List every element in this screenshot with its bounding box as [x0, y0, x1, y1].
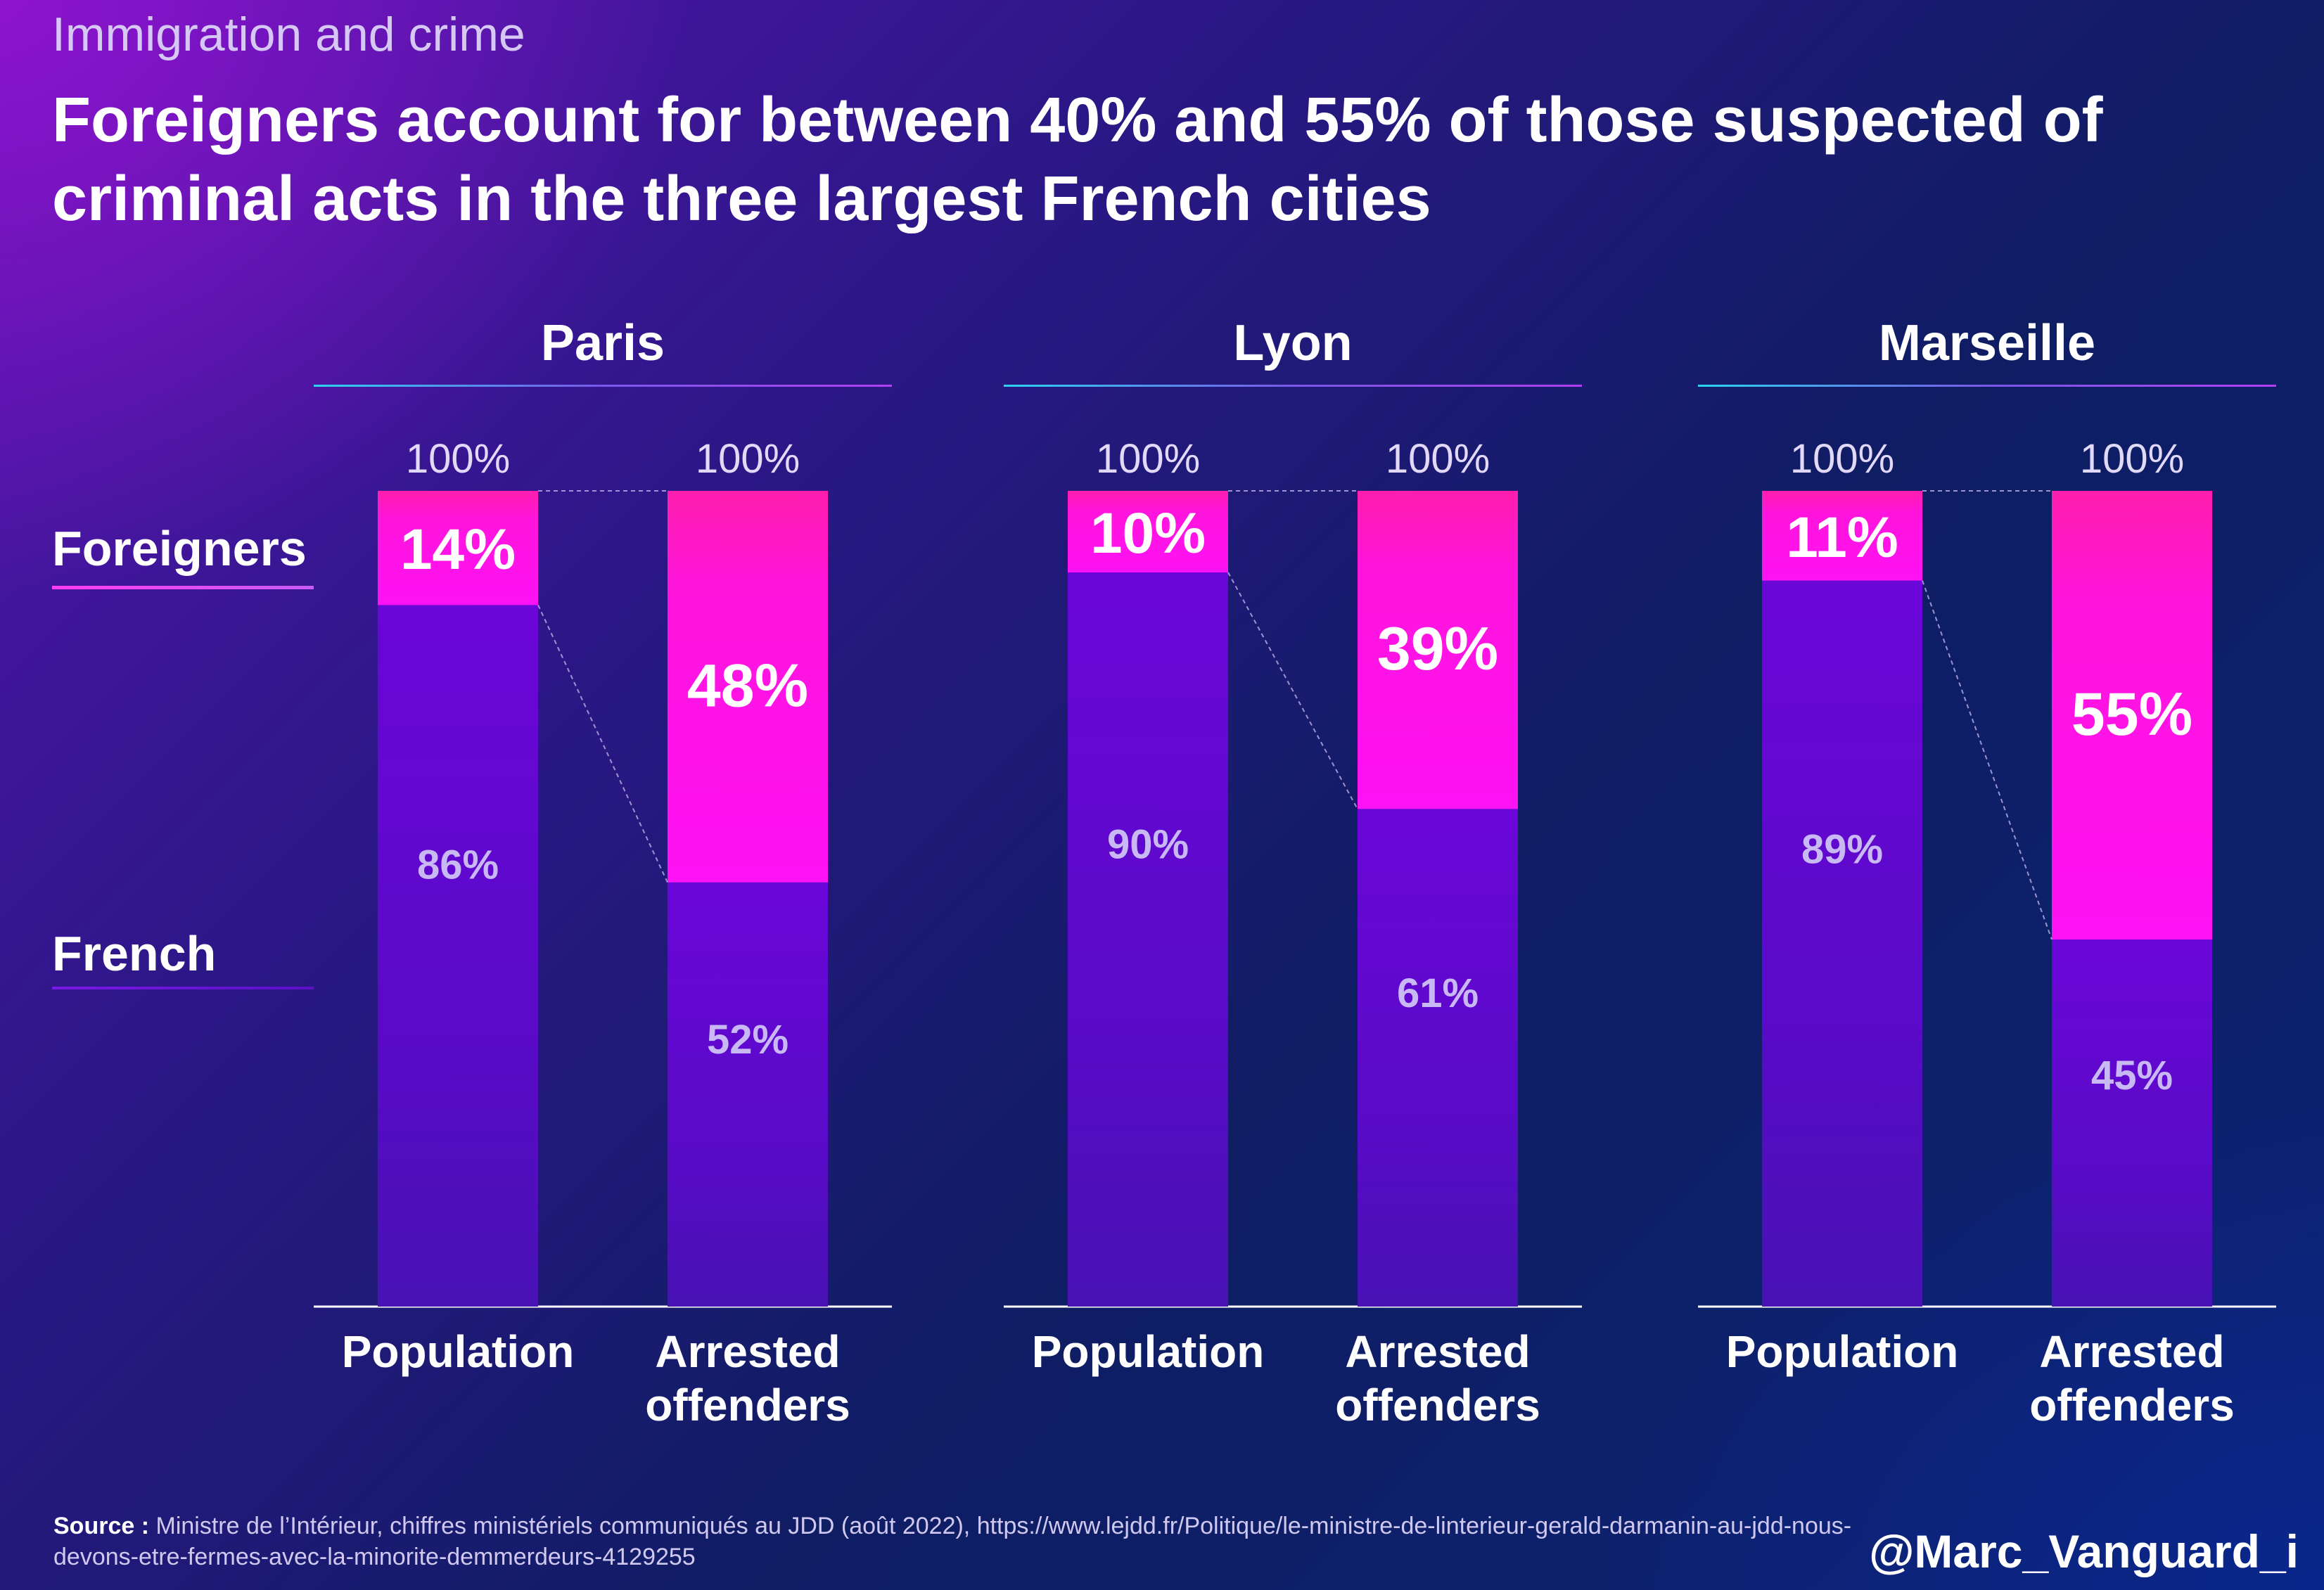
data-label-french: 89%	[1801, 827, 1883, 873]
panel-header-line	[314, 385, 892, 387]
bar-segment-foreigners	[2052, 491, 2212, 940]
bar-segment-french	[668, 882, 828, 1307]
connector-split	[1227, 572, 1358, 809]
author-handle: @Marc_Vanguard_i	[1869, 1525, 2299, 1577]
bar-segment-french	[2052, 940, 2212, 1307]
data-label-french: 90%	[1107, 821, 1189, 867]
category-label: Arrested	[2039, 1326, 2224, 1377]
category-label: Population	[1726, 1326, 1959, 1377]
data-label-foreigners: 55%	[2071, 681, 2192, 748]
bar-segment-french	[1068, 572, 1228, 1307]
data-label-foreigners: 10%	[1090, 501, 1206, 565]
bar-total-label: 100%	[696, 436, 800, 482]
bar-segment-foreigners	[378, 491, 538, 605]
connector-split	[537, 604, 668, 883]
bar-segment-foreigners	[1358, 491, 1518, 809]
panel-title-marseille: Marseille	[1879, 315, 2095, 371]
bar-total-label: 100%	[406, 436, 510, 482]
bar-total-label: 100%	[1386, 436, 1490, 482]
chart-title: Foreigners account for between 40% and 5…	[52, 85, 2103, 234]
panel-header-line	[1004, 385, 1582, 387]
panel-title-paris: Paris	[541, 315, 665, 371]
category-label: Population	[342, 1326, 575, 1377]
data-label-french: 52%	[707, 1017, 788, 1063]
bar-total-label: 100%	[1096, 436, 1200, 482]
bar-segment-french	[1762, 580, 1922, 1307]
legend-label-foreigners: Foreigners	[52, 521, 307, 576]
chart-overline: Immigration and crime	[52, 8, 525, 61]
category-label: offenders	[645, 1380, 850, 1430]
panel-title-lyon: Lyon	[1233, 315, 1352, 371]
data-label-foreigners: 48%	[687, 652, 808, 719]
panel-header-line	[1698, 385, 2276, 387]
data-label-french: 86%	[417, 842, 499, 888]
connector-split	[1922, 580, 2052, 940]
data-label-foreigners: 14%	[400, 518, 516, 582]
category-label: Population	[1032, 1326, 1265, 1377]
bar-segment-foreigners	[668, 491, 828, 883]
legend-underline-french	[52, 987, 314, 989]
category-label: offenders	[1335, 1380, 1540, 1430]
data-label-foreigners: 39%	[1377, 615, 1498, 683]
data-label-foreigners: 11%	[1786, 506, 1898, 570]
legend-label-french: French	[52, 926, 217, 981]
bar-segment-french	[1358, 809, 1518, 1307]
source-text: Ministre de l’Intérieur, chiffres minist…	[53, 1513, 1852, 1570]
data-label-french: 61%	[1397, 970, 1479, 1016]
bar-total-label: 100%	[1790, 436, 1894, 482]
source-label: Source :	[53, 1513, 150, 1539]
bar-segment-french	[378, 605, 538, 1307]
legend-underline-foreigners	[52, 586, 314, 589]
bar-segment-foreigners	[1762, 491, 1922, 581]
data-label-french: 45%	[2091, 1053, 2173, 1098]
bar-total-label: 100%	[2080, 436, 2184, 482]
bar-segment-foreigners	[1068, 491, 1228, 572]
category-label: Arrested	[1345, 1326, 1530, 1377]
category-label: Arrested	[655, 1326, 840, 1377]
source-note: Source : Ministre de l’Intérieur, chiffr…	[53, 1511, 1896, 1572]
category-label: offenders	[2029, 1380, 2235, 1430]
